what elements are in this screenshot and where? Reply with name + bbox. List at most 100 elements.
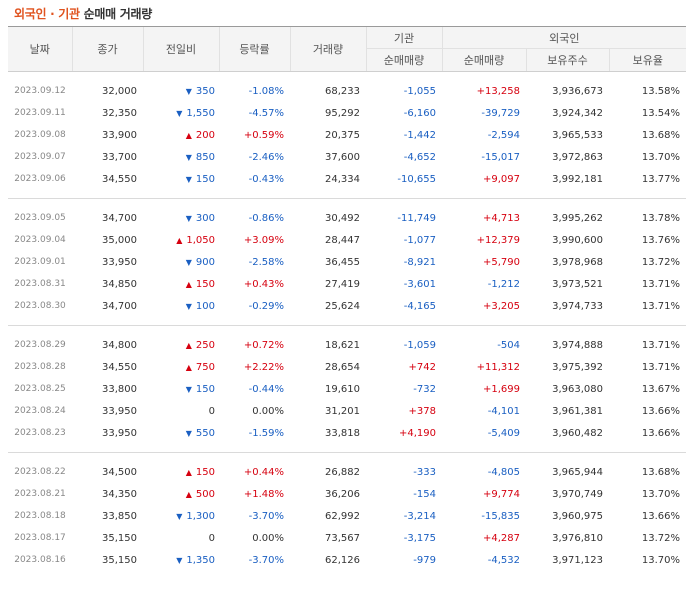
row-close: 33,950: [102, 405, 137, 417]
row-holdings: 3,976,810: [552, 532, 603, 544]
table-row: 2023.09.07 33,700 ▼ 850 -2.46% 37,600 -4,652 -1…: [8, 146, 686, 168]
row-inst-net: -1,442: [403, 129, 436, 141]
row-close: 33,950: [102, 256, 137, 268]
row-close: 34,850: [102, 278, 137, 290]
row-close: 34,700: [102, 212, 137, 224]
row-holdings: 3,971,123: [552, 554, 603, 566]
row-foreign-net: -5,409: [487, 427, 520, 439]
row-holdings: 3,965,944: [552, 466, 603, 478]
table-row: 2023.09.05 34,700 ▼ 300 -0.86% 30,492 -11,749 +…: [8, 207, 686, 229]
row-holdings: 3,975,392: [552, 361, 603, 373]
row-ratio: 13.66%: [641, 510, 681, 522]
row-inst-net: -8,921: [403, 256, 436, 268]
row-rate: 0.00%: [252, 532, 284, 544]
row-diff-value: 350: [195, 85, 215, 97]
row-diff: ▲ 750: [143, 356, 219, 378]
row-date: 2023.09.04: [14, 235, 66, 245]
row-holdings: 3,972,863: [552, 151, 603, 163]
row-ratio: 13.54%: [641, 107, 681, 119]
row-rate: +0.59%: [243, 129, 284, 141]
row-volume: 73,567: [325, 532, 360, 544]
row-foreign-net: -39,729: [481, 107, 520, 119]
row-rate: +1.48%: [243, 488, 284, 500]
row-volume: 19,610: [325, 383, 360, 395]
table-body: 2023.09.12 32,000 ▼ 350 -1.08% 68,233 -1,055 +1…: [8, 72, 687, 572]
group-divider: [8, 198, 687, 199]
row-inst-net: -1,059: [403, 339, 436, 351]
header-rate: 등락률: [218, 26, 290, 72]
row-close: 34,800: [102, 339, 137, 351]
triangle-down-icon: ▼: [185, 86, 192, 96]
row-ratio: 13.71%: [641, 300, 681, 312]
row-holdings: 3,970,749: [552, 488, 603, 500]
row-diff: ▼ 1,350: [143, 549, 219, 571]
triangle-down-icon: ▼: [185, 152, 192, 162]
row-foreign-net: +3,205: [482, 300, 520, 312]
row-holdings: 3,974,733: [552, 300, 603, 312]
row-inst-net: -3,601: [403, 278, 436, 290]
row-inst-net: -4,165: [403, 300, 436, 312]
row-ratio: 13.66%: [641, 427, 681, 439]
row-foreign-net: -15,835: [481, 510, 520, 522]
table-row: 2023.08.29 34,800 ▲ 250 +0.72% 18,621 -1,059 -5…: [8, 334, 686, 356]
row-diff-value: 550: [195, 427, 215, 439]
row-date: 2023.08.23: [14, 428, 66, 438]
header-inst-net: 순매매량: [365, 48, 442, 72]
row-inst-net: -3,214: [403, 510, 436, 522]
row-holdings: 3,978,968: [552, 256, 603, 268]
row-date: 2023.08.21: [14, 489, 66, 499]
row-diff: ▼ 150: [143, 378, 219, 400]
row-close: 34,550: [102, 173, 137, 185]
row-date: 2023.08.29: [14, 340, 66, 350]
triangle-down-icon: ▼: [176, 555, 183, 565]
row-diff: ▼ 350: [143, 80, 219, 102]
header-institution: 기관: [365, 26, 442, 49]
row-volume: 30,492: [325, 212, 360, 224]
row-ratio: 13.68%: [641, 466, 681, 478]
row-ratio: 13.71%: [641, 339, 681, 351]
trading-table: 날짜 종가 전일비 등락률 거래량 기관 외국인 순매매량 순매매량 보유주수 …: [8, 26, 687, 572]
title-highlight: 외국인 · 기관: [14, 7, 80, 21]
row-ratio: 13.70%: [641, 151, 681, 163]
row-volume: 36,206: [325, 488, 360, 500]
table-row: 2023.08.31 34,850 ▲ 150 +0.43% 27,419 -3,601 -1…: [8, 273, 686, 295]
row-holdings: 3,960,975: [552, 510, 603, 522]
row-diff-value: 1,050: [186, 234, 215, 246]
group-divider: [8, 325, 687, 326]
row-volume: 62,126: [325, 554, 360, 566]
row-holdings: 3,924,342: [552, 107, 603, 119]
table-header: 날짜 종가 전일비 등락률 거래량 기관 외국인 순매매량 순매매량 보유주수 …: [8, 26, 687, 72]
row-holdings: 3,936,673: [552, 85, 603, 97]
row-diff: 0: [143, 400, 219, 422]
row-inst-net: -1,077: [403, 234, 436, 246]
triangle-up-icon: ▲: [185, 340, 192, 350]
row-date: 2023.09.07: [14, 152, 66, 162]
row-foreign-net: -1,212: [487, 278, 520, 290]
header-date: 날짜: [8, 26, 72, 72]
row-volume: 20,375: [325, 129, 360, 141]
triangle-up-icon: ▲: [185, 489, 192, 499]
row-date: 2023.09.11: [14, 108, 66, 118]
row-diff: 0: [143, 527, 219, 549]
table-row: 2023.08.23 33,950 ▼ 550 -1.59% 33,818 +4,190 -5…: [8, 422, 686, 444]
row-diff-value: 150: [195, 173, 215, 185]
row-volume: 18,621: [325, 339, 360, 351]
row-foreign-net: -4,101: [487, 405, 520, 417]
row-inst-net: -4,652: [403, 151, 436, 163]
row-ratio: 13.76%: [641, 234, 681, 246]
row-diff: ▼ 900: [143, 251, 219, 273]
row-rate: -0.44%: [248, 383, 284, 395]
triangle-down-icon: ▼: [185, 213, 192, 223]
row-rate: -1.59%: [248, 427, 284, 439]
row-date: 2023.08.17: [14, 533, 66, 543]
row-date: 2023.08.18: [14, 511, 66, 521]
table-row: 2023.08.16 35,150 ▼ 1,350 -3.70% 62,126 -979 -4…: [8, 549, 686, 571]
row-diff: ▼ 1,550: [143, 102, 219, 124]
row-diff: ▲ 1,050: [143, 229, 219, 251]
row-inst-net: -333: [413, 466, 436, 478]
row-foreign-net: +12,379: [476, 234, 520, 246]
triangle-down-icon: ▼: [185, 301, 192, 311]
row-foreign-net: +9,097: [482, 173, 520, 185]
row-foreign-net: +1,699: [482, 383, 520, 395]
triangle-down-icon: ▼: [185, 257, 192, 267]
